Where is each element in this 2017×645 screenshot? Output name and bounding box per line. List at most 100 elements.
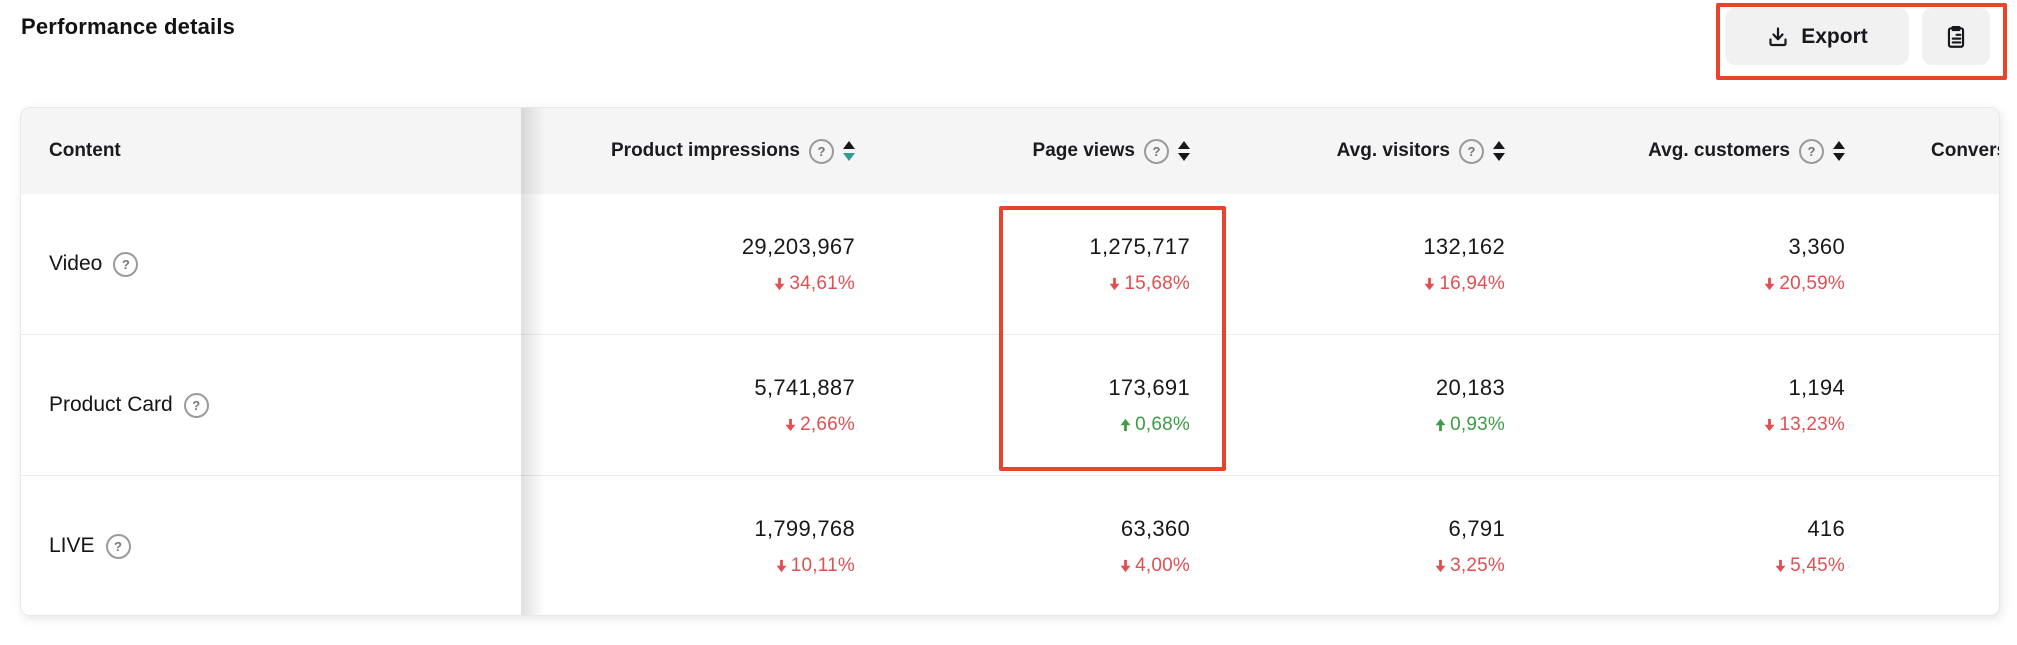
- sort-icon[interactable]: [1493, 141, 1505, 161]
- decrease-arrow-icon: [1775, 559, 1786, 572]
- metric-value: 416: [1807, 515, 1845, 541]
- trend-change: 20,59%: [1763, 273, 1845, 295]
- row-label-cell: Product Card ?: [21, 335, 521, 475]
- column-header-avg-visitors[interactable]: Avg. visitors ?: [1216, 108, 1531, 194]
- row-label-cell: LIVE ?: [21, 476, 521, 615]
- export-button[interactable]: Export: [1725, 8, 1909, 65]
- metric-value: 5,741,887: [754, 374, 855, 400]
- cell-conversion: [1871, 335, 1999, 475]
- column-header-avg-customers[interactable]: Avg. customers ?: [1531, 108, 1871, 194]
- sort-icon[interactable]: [1833, 141, 1845, 161]
- metric-value: 63,360: [1120, 515, 1190, 541]
- increase-arrow-icon: [1435, 418, 1446, 431]
- cell-conversion: [1871, 194, 1999, 334]
- column-label: Avg. customers: [1648, 140, 1790, 161]
- metric-value: 132,162: [1423, 233, 1505, 259]
- column-header-page-views[interactable]: Page views ?: [881, 108, 1216, 194]
- metric-value: 3,360: [1788, 233, 1845, 259]
- decrease-arrow-icon: [1109, 277, 1120, 290]
- metric-value: 173,691: [1108, 374, 1190, 400]
- trend-percent: 20,59%: [1779, 272, 1845, 294]
- metric-value: 1,275,717: [1089, 233, 1190, 259]
- decrease-arrow-icon: [1435, 559, 1446, 572]
- export-button-label: Export: [1801, 24, 1868, 48]
- trend-percent: 34,61%: [789, 272, 855, 294]
- table-row-live: LIVE ? 1,799,768 10,11% 63,360: [21, 475, 1999, 615]
- trend-change: 2,66%: [784, 414, 855, 436]
- trend-percent: 13,23%: [1779, 413, 1845, 435]
- metric-value: 6,791: [1448, 515, 1505, 541]
- page-title: Performance details: [21, 14, 236, 39]
- row-label: Product Card: [49, 393, 173, 416]
- trend-change: 16,94%: [1423, 273, 1505, 295]
- trend-change: 0,68%: [1119, 414, 1190, 436]
- performance-table: Content Product impressions ? Page views…: [20, 107, 2000, 616]
- sort-icon[interactable]: [1178, 141, 1190, 161]
- cell-product-impressions: 29,203,967 34,61%: [521, 194, 881, 334]
- sort-icon[interactable]: [843, 141, 855, 161]
- column-header-conversion-truncated[interactable]: Convers: [1871, 108, 2000, 194]
- trend-change: 15,68%: [1108, 273, 1190, 295]
- column-label: Content: [49, 140, 121, 161]
- cell-avg-visitors: 132,162 16,94%: [1216, 194, 1531, 334]
- trend-percent: 5,45%: [1790, 554, 1845, 576]
- download-icon: [1766, 25, 1790, 49]
- trend-change: 10,11%: [775, 555, 855, 577]
- cell-page-views: 173,691 0,68%: [881, 335, 1216, 475]
- metric-value: 1,799,768: [754, 515, 855, 541]
- row-label: LIVE: [49, 534, 95, 557]
- trend-change: 4,00%: [1119, 555, 1190, 577]
- help-icon[interactable]: ?: [183, 392, 209, 418]
- metric-value: 29,203,967: [741, 233, 855, 259]
- help-icon[interactable]: ?: [1799, 138, 1824, 164]
- cell-avg-visitors: 6,791 3,25%: [1216, 476, 1531, 615]
- trend-change: 3,25%: [1434, 555, 1505, 577]
- decrease-arrow-icon: [776, 559, 787, 572]
- trend-change: 0,93%: [1434, 414, 1505, 436]
- trend-percent: 4,00%: [1135, 554, 1190, 576]
- trend-percent: 10,11%: [790, 554, 855, 576]
- decrease-arrow-icon: [1424, 277, 1435, 290]
- cell-conversion: [1871, 476, 1999, 615]
- trend-percent: 16,94%: [1439, 272, 1505, 294]
- row-label: Video: [49, 252, 103, 275]
- metric-value: 20,183: [1435, 374, 1505, 400]
- metric-value: 1,194: [1788, 374, 1845, 400]
- cell-page-views: 1,275,717 15,68%: [881, 194, 1216, 334]
- help-icon[interactable]: ?: [1144, 138, 1169, 164]
- help-icon[interactable]: ?: [105, 533, 131, 559]
- increase-arrow-icon: [1120, 418, 1131, 431]
- column-label: Page views: [1032, 140, 1135, 161]
- cell-product-impressions: 1,799,768 10,11%: [521, 476, 881, 615]
- cell-product-impressions: 5,741,887 2,66%: [521, 335, 881, 475]
- table-row-video: Video ? 29,203,967 34,61% 1,275,717: [21, 194, 1999, 334]
- cell-page-views: 63,360 4,00%: [881, 476, 1216, 615]
- help-icon[interactable]: ?: [1459, 138, 1484, 164]
- trend-change: 13,23%: [1763, 414, 1845, 436]
- table-row-product-card: Product Card ? 5,741,887 2,66% 173,691: [21, 334, 1999, 475]
- column-header-product-impressions[interactable]: Product impressions ?: [521, 108, 881, 194]
- column-label: Avg. visitors: [1336, 140, 1450, 161]
- trend-percent: 2,66%: [800, 413, 855, 435]
- column-label: Product impressions: [611, 140, 800, 161]
- table-header-row: Content Product impressions ? Page views…: [21, 108, 2000, 194]
- trend-percent: 15,68%: [1124, 272, 1190, 294]
- clipboard-icon: [1943, 24, 1969, 50]
- column-header-content: Content: [21, 108, 521, 194]
- decrease-arrow-icon: [1764, 277, 1775, 290]
- help-icon[interactable]: ?: [113, 251, 139, 277]
- cell-avg-customers: 1,194 13,23%: [1531, 335, 1871, 475]
- trend-percent: 0,93%: [1450, 413, 1505, 435]
- help-icon[interactable]: ?: [809, 138, 834, 164]
- cell-avg-customers: 416 5,45%: [1531, 476, 1871, 615]
- clipboard-button[interactable]: [1922, 8, 1990, 65]
- trend-percent: 3,25%: [1450, 554, 1505, 576]
- trend-change: 5,45%: [1774, 555, 1845, 577]
- cell-avg-customers: 3,360 20,59%: [1531, 194, 1871, 334]
- decrease-arrow-icon: [1764, 418, 1775, 431]
- row-label-cell: Video ?: [21, 194, 521, 334]
- column-label: Convers: [1931, 140, 2000, 161]
- trend-percent: 0,68%: [1135, 413, 1190, 435]
- cell-avg-visitors: 20,183 0,93%: [1216, 335, 1531, 475]
